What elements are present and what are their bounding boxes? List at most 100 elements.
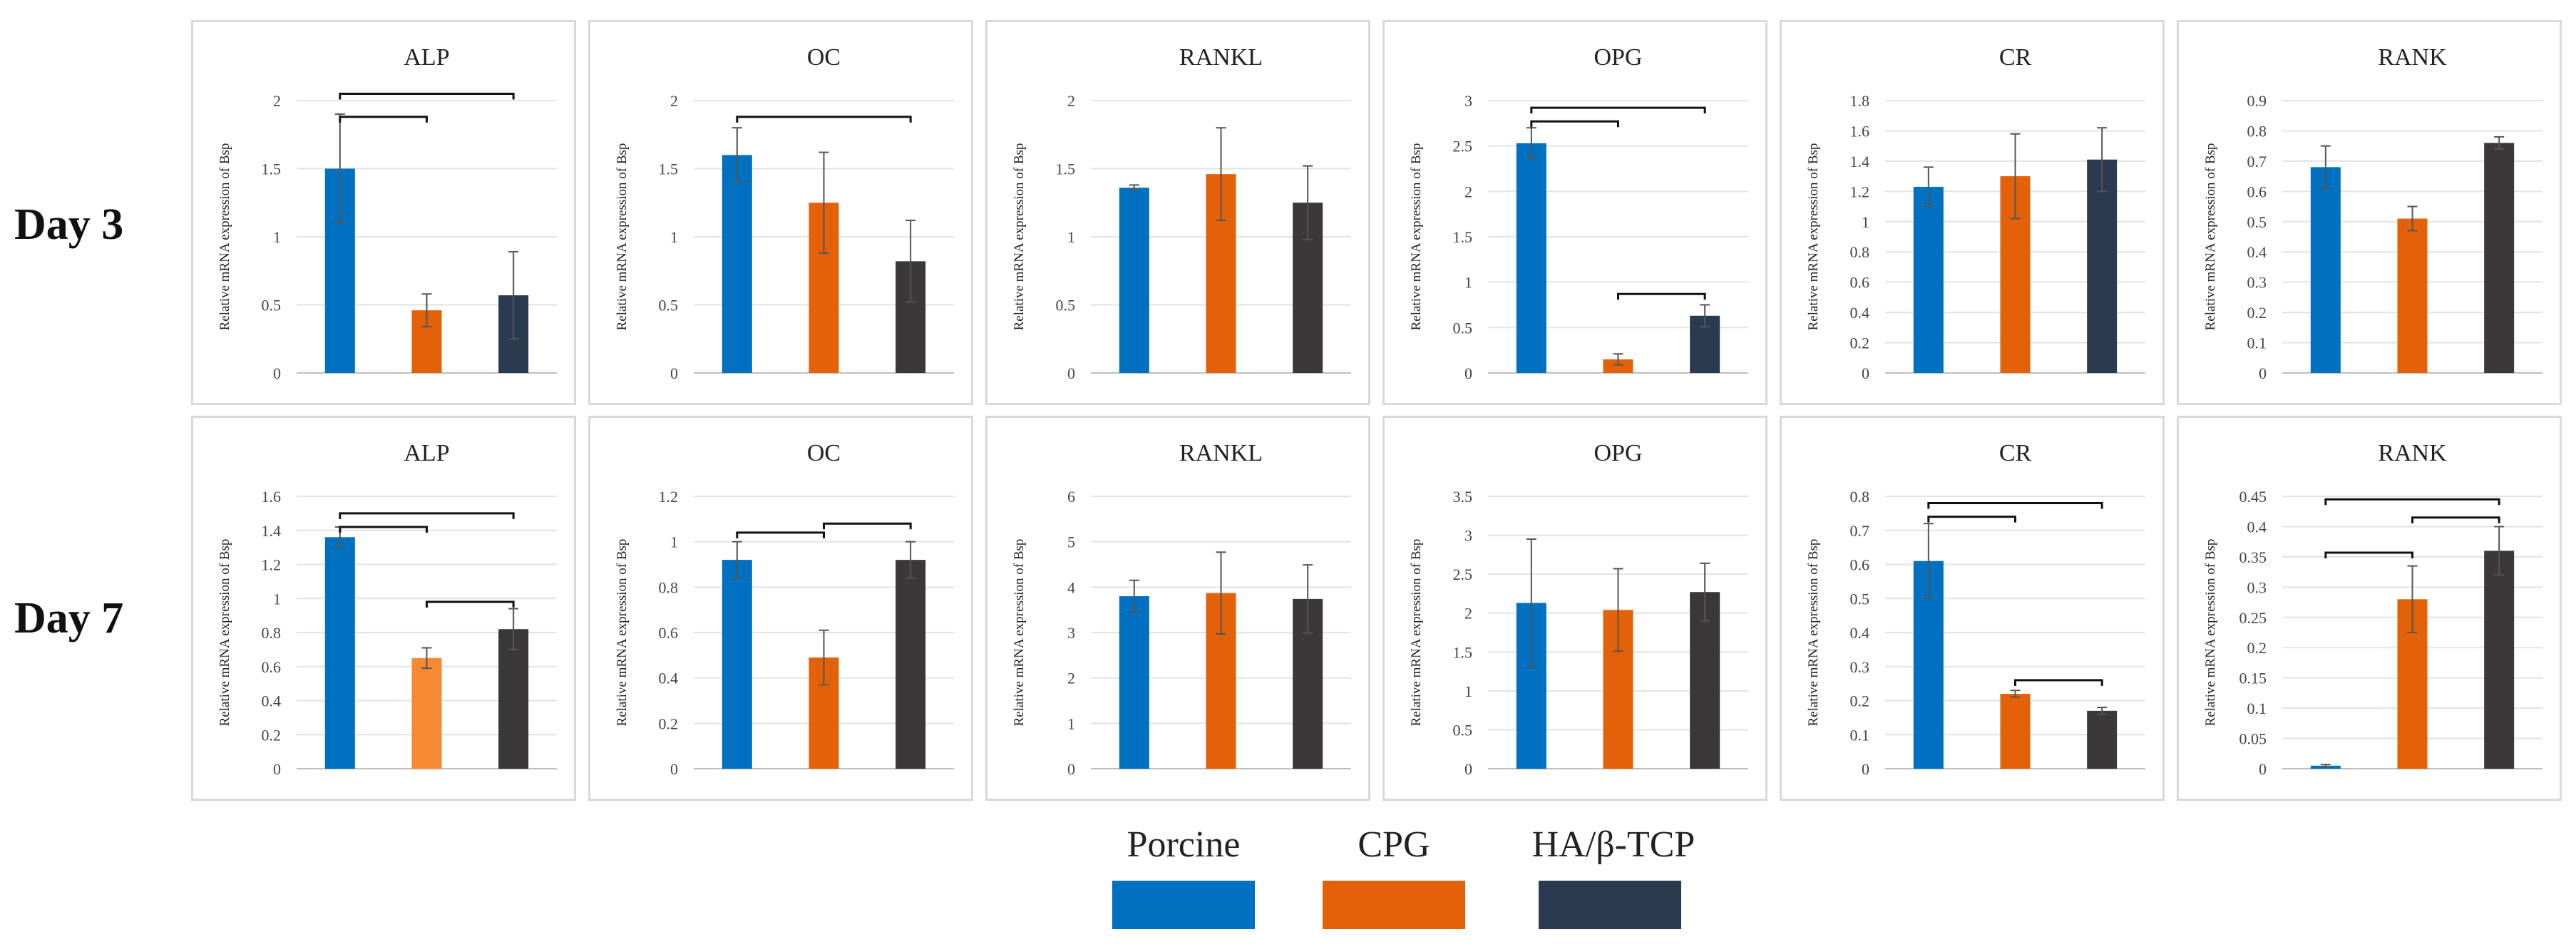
y-tick-label: 4 bbox=[1067, 578, 1075, 596]
chart-title: RANKL bbox=[1179, 440, 1263, 466]
y-tick-label: 0.15 bbox=[2239, 670, 2267, 687]
y-tick-label: 0.8 bbox=[1850, 488, 1870, 506]
legend-item-ha-tcp: HA/β-TCP bbox=[1531, 820, 1695, 929]
bar-ha-tcp bbox=[896, 560, 926, 769]
y-axis-label: Relative mRNA expression of Bsp bbox=[217, 539, 232, 727]
y-tick-label: 1.4 bbox=[262, 522, 282, 540]
y-tick-label: 0.3 bbox=[1850, 658, 1870, 676]
y-tick-label: 0 bbox=[273, 364, 281, 382]
y-tick-label: 0.2 bbox=[659, 715, 679, 732]
chart-panel: ALP Relative mRNA expression of Bsp 0 0.2 0.… bbox=[191, 416, 576, 801]
y-tick-label: 1 bbox=[273, 590, 281, 608]
legend-item-porcine: Porcine bbox=[1112, 820, 1255, 929]
y-axis-label: Relative mRNA expression of Bsp bbox=[1409, 143, 1424, 331]
chart-title: OC bbox=[807, 44, 841, 71]
y-axis-label: Relative mRNA expression of Bsp bbox=[1012, 539, 1027, 727]
y-tick-label: 1.8 bbox=[1850, 92, 1870, 110]
significance-bracket bbox=[2324, 551, 2413, 558]
bar-porcine bbox=[324, 537, 355, 769]
y-tick-label: 1.5 bbox=[659, 160, 679, 178]
y-tick-label: 0.2 bbox=[262, 726, 282, 744]
y-tick-label: 0.5 bbox=[1056, 297, 1076, 314]
chart-title: ALP bbox=[404, 440, 449, 466]
bar-cpg bbox=[2397, 218, 2428, 373]
y-tick-label: 0 bbox=[1464, 760, 1472, 778]
bar-cpg bbox=[2000, 693, 2031, 769]
y-tick-label: 1.4 bbox=[1850, 153, 1870, 170]
y-tick-label: 6 bbox=[1067, 488, 1075, 506]
y-axis-label: Relative mRNA expression of Bsp bbox=[615, 143, 630, 331]
y-tick-label: 0 bbox=[1862, 760, 1869, 778]
chart-panel: ALP Relative mRNA expression of Bsp 0 0.5 1 1… bbox=[191, 20, 576, 405]
y-tick-label: 0.5 bbox=[1453, 319, 1473, 337]
y-tick-label: 0.4 bbox=[1850, 624, 1870, 642]
significance-bracket bbox=[426, 600, 515, 608]
y-tick-label: 0.35 bbox=[2239, 548, 2267, 566]
y-tick-label: 2 bbox=[1067, 670, 1075, 687]
y-tick-label: 0.45 bbox=[2239, 488, 2267, 506]
y-tick-label: 0.6 bbox=[262, 658, 282, 676]
y-tick-label: 2 bbox=[1464, 183, 1472, 200]
y-tick-label: 1.6 bbox=[262, 488, 282, 506]
bar-ha-tcp bbox=[2484, 143, 2515, 373]
y-tick-label: 0.8 bbox=[659, 578, 679, 596]
y-tick-label: 1.5 bbox=[262, 160, 282, 178]
y-tick-label: 0 bbox=[2259, 364, 2267, 382]
chart-panel: CR Relative mRNA expression of Bsp 0 0.2 0.4… bbox=[1780, 20, 2165, 405]
bar-porcine bbox=[2310, 167, 2341, 373]
bar-porcine bbox=[1913, 186, 1944, 373]
chart-svg: ALP Relative mRNA expression of Bsp 0 0.5 1 1… bbox=[217, 44, 557, 382]
legend-swatch-porcine bbox=[1112, 881, 1255, 929]
y-tick-label: 1.5 bbox=[1056, 160, 1076, 178]
y-tick-label: 0.3 bbox=[2247, 578, 2267, 596]
y-tick-label: 1 bbox=[1464, 274, 1472, 292]
y-tick-label: 0.8 bbox=[262, 624, 282, 642]
chart-svg: RANKL Relative mRNA expression of Bsp 0 0.5… bbox=[1012, 44, 1351, 382]
significance-bracket bbox=[339, 92, 515, 100]
y-tick-label: 1.2 bbox=[262, 556, 282, 574]
y-tick-label: 2.5 bbox=[1453, 138, 1473, 155]
y-tick-label: 0.1 bbox=[1850, 726, 1870, 744]
y-tick-label: 0.4 bbox=[659, 670, 679, 687]
y-tick-label: 3.5 bbox=[1453, 488, 1473, 506]
chart-title: CR bbox=[1999, 440, 2032, 466]
y-tick-label: 0.3 bbox=[2247, 274, 2267, 292]
y-tick-label: 0 bbox=[1067, 760, 1075, 778]
chart-title: ALP bbox=[404, 44, 449, 71]
y-tick-label: 0.5 bbox=[1850, 590, 1870, 608]
y-axis-label: Relative mRNA expression of Bsp bbox=[2203, 143, 2218, 331]
chart-svg: RANKL Relative mRNA expression of Bsp 0 1 2 3… bbox=[1012, 440, 1351, 778]
y-tick-label: 1 bbox=[670, 228, 678, 246]
significance-bracket bbox=[1530, 106, 1706, 114]
chart-panel: RANKL Relative mRNA expression of Bsp 0 0.5… bbox=[985, 20, 1370, 405]
bar-ha-tcp bbox=[498, 629, 529, 769]
y-tick-label: 0 bbox=[670, 364, 678, 382]
chart-panel: OPG Relative mRNA expression of Bsp 0 0.5 1 1… bbox=[1382, 20, 1767, 405]
significance-bracket bbox=[736, 116, 912, 123]
y-axis-label: Relative mRNA expression of Bsp bbox=[1409, 539, 1424, 727]
y-tick-label: 0 bbox=[273, 760, 281, 778]
legend: Porcine CPG HA/β-TCP bbox=[1112, 820, 1754, 934]
chart-panel: CR Relative mRNA expression of Bsp 0 0.1 0.2… bbox=[1780, 416, 2165, 801]
y-tick-label: 0.6 bbox=[2247, 183, 2267, 200]
y-tick-label: 0.8 bbox=[2247, 122, 2267, 140]
y-tick-label: 2 bbox=[1464, 605, 1472, 623]
y-tick-label: 1 bbox=[670, 533, 678, 551]
bar-porcine bbox=[722, 560, 752, 769]
y-tick-label: 0.2 bbox=[2247, 304, 2267, 322]
y-tick-label: 1 bbox=[1067, 715, 1075, 732]
chart-panel: RANK Relative mRNA expression of Bsp 0 0.05… bbox=[2177, 416, 2562, 801]
significance-bracket bbox=[1927, 516, 2016, 523]
y-tick-label: 0.5 bbox=[2247, 213, 2267, 231]
y-tick-label: 2 bbox=[273, 92, 281, 110]
significance-bracket bbox=[823, 522, 912, 530]
chart-title: CR bbox=[1999, 44, 2032, 71]
chart-svg: CR Relative mRNA expression of Bsp 0 0.1 0.2… bbox=[1806, 440, 2145, 778]
y-tick-label: 0.2 bbox=[2247, 639, 2267, 657]
bar-cpg bbox=[1603, 359, 1633, 373]
y-axis-label: Relative mRNA expression of Bsp bbox=[1806, 539, 1821, 727]
bar-porcine bbox=[722, 155, 752, 373]
bar-porcine bbox=[1516, 143, 1546, 373]
chart-svg: OPG Relative mRNA expression of Bsp 0 0.5 1 1… bbox=[1409, 44, 1748, 382]
bar-ha-tcp bbox=[2484, 551, 2515, 769]
